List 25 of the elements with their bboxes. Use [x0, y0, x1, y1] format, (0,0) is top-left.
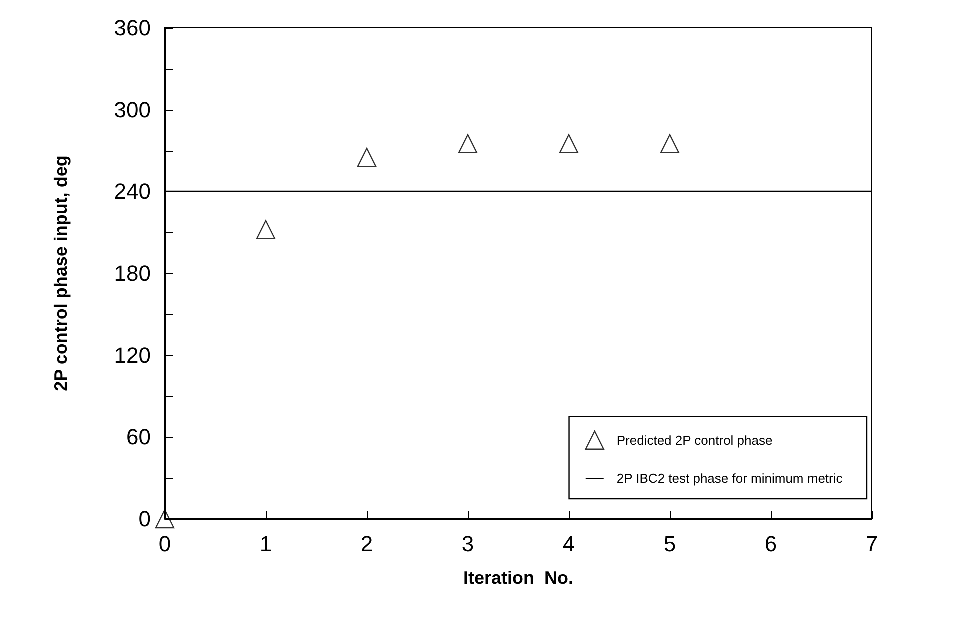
- x-tick-label: 0: [158, 532, 172, 556]
- x-tick-label: 2: [360, 532, 374, 556]
- x-tick-label: 7: [866, 532, 878, 556]
- y-tick-label: 240: [114, 179, 151, 204]
- point: [559, 134, 579, 154]
- y-tick-label: 120: [114, 342, 151, 368]
- x-tick-label: 5: [664, 532, 676, 556]
- y-axis-title: 2P control phase input, deg: [51, 156, 71, 392]
- legend-label: Predicted 2P control phase: [616, 432, 773, 448]
- y-tick-label: 0: [138, 506, 151, 532]
- x-axis-title: Iteration No.: [463, 568, 574, 588]
- point: [155, 509, 175, 529]
- point: [357, 148, 377, 168]
- y-tick-label: 60: [126, 424, 151, 450]
- x-tick-label: 3: [462, 532, 474, 556]
- y-tick-label: 300: [114, 97, 151, 122]
- y-tick-label: 180: [114, 261, 151, 286]
- legend-label: 2P IBC2 test phase for minimum metric: [616, 471, 844, 486]
- y-tick-label: 360: [114, 16, 151, 40]
- x-tick-label: 4: [562, 532, 576, 556]
- point: [458, 134, 478, 154]
- x-tick-label: 6: [764, 532, 778, 556]
- point: [660, 134, 680, 154]
- x-tick-label: 1: [260, 532, 272, 556]
- point: [256, 220, 276, 240]
